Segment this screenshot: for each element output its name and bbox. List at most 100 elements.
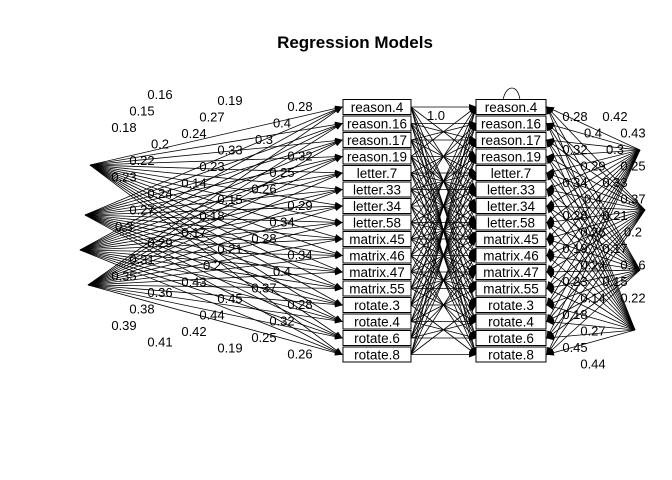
left-path-edge (89, 164, 343, 224)
left-path-edge (89, 137, 343, 166)
regression-edge (410, 106, 478, 355)
right-path-edge (546, 149, 641, 160)
left-edge-weight: 0.32 (287, 149, 312, 164)
right-edge-weight: 0.18 (562, 307, 587, 322)
right-path-edge (546, 149, 641, 339)
node-label: rotate.4 (488, 315, 534, 330)
node-label: rotate.6 (488, 331, 534, 346)
left-edge-weight: 0.4 (273, 264, 291, 279)
right-path-edge (546, 155, 636, 331)
right-edge-weight: 0.34 (562, 175, 587, 190)
left-node-reason-19: reason.19 (342, 148, 412, 165)
right-edge-weight: 0.15 (602, 274, 627, 289)
right-node-reason-4: reason.4 (475, 99, 547, 115)
left-edge-weight: 0.31 (129, 252, 154, 267)
left-edge-weight: 0.22 (129, 153, 154, 168)
left-edges (79, 105, 343, 356)
left-edge-weight: 0.14 (181, 176, 206, 191)
left-edge-weight: 0.37 (251, 281, 276, 296)
right-path-edge (546, 149, 641, 273)
right-path-edge (546, 106, 646, 211)
node-label: matrix.46 (349, 249, 405, 264)
node-label: letter.33 (487, 183, 535, 198)
right-path-edge (546, 188, 641, 271)
right-path-edge (546, 139, 641, 271)
left-node-column: reason.4reason.16reason.17reason.19lette… (342, 99, 412, 363)
left-path-edge (84, 214, 343, 226)
right-edge-weight: 0.4 (584, 126, 602, 141)
node-label: matrix.45 (349, 232, 405, 247)
right-path-edge (546, 122, 641, 271)
node-label: reason.16 (481, 117, 541, 132)
node-label: rotate.3 (354, 298, 400, 313)
left-edge-weight: 0.32 (269, 314, 294, 329)
left-edge-weight: 0.34 (287, 248, 312, 263)
node-label: matrix.46 (483, 249, 539, 264)
left-path-edge (79, 220, 343, 251)
right-edge-weight: 0.26 (580, 225, 605, 240)
node-label: letter.34 (487, 199, 536, 214)
right-path-edge (546, 149, 641, 290)
left-path-edge (84, 203, 343, 216)
left-path-edge (79, 172, 343, 251)
left-path-edge (84, 214, 343, 274)
node-label: reason.16 (347, 117, 407, 132)
left-edge-weight: 0.27 (199, 110, 224, 125)
left-path-edge (84, 187, 343, 216)
regression-edge (410, 205, 477, 355)
left-edge-weight: 0.27 (129, 203, 154, 218)
node-label: reason.4 (485, 100, 538, 115)
right-path-edge (546, 221, 636, 331)
right-path-edge (546, 149, 641, 240)
right-path-edge (546, 149, 641, 175)
left-path-edge (79, 249, 343, 355)
right-edge-weight: 0.23 (562, 274, 587, 289)
left-path-edge (89, 121, 343, 166)
left-node-rotate-6: rotate.6 (342, 330, 412, 346)
left-path-edge (87, 284, 343, 356)
right-path-edge (546, 149, 641, 306)
right-path-edge (546, 238, 641, 271)
right-path-edge (546, 149, 641, 190)
left-edge-weight: 0.19 (217, 341, 242, 356)
left-node-reason-16: reason.16 (342, 115, 412, 132)
left-path-edge (84, 139, 343, 216)
right-path-edge (546, 209, 646, 356)
right-node-rotate-4: rotate.4 (475, 313, 547, 330)
left-edge-weight: 0.2 (151, 137, 169, 152)
right-path-edge (546, 238, 636, 331)
right-edge-weight: 0.2 (624, 225, 642, 240)
left-edge-weight: 0.29 (287, 198, 312, 213)
left-edge-labels: 0.280.40.30.320.250.260.290.340.280.340.… (111, 87, 312, 362)
left-edge-weight: 0.36 (147, 285, 172, 300)
left-path-edge (79, 188, 343, 251)
left-edge-weight: 0.19 (217, 93, 242, 108)
right-path-edge (546, 122, 646, 211)
node-label: rotate.4 (354, 315, 400, 330)
node-label: rotate.3 (488, 298, 534, 313)
left-path-edge (79, 156, 343, 251)
left-edge-weight: 0.26 (251, 182, 276, 197)
node-box (342, 198, 412, 214)
node-box (342, 346, 412, 363)
right-path-edge (546, 149, 641, 257)
left-path-edge (84, 214, 343, 290)
right-node-reason-16: reason.16 (475, 115, 547, 132)
right-path-edge (546, 122, 641, 151)
right-path-edge (546, 209, 646, 306)
left-path-edge (84, 214, 343, 242)
left-edge-weight: 0.29 (147, 236, 172, 251)
right-path-edge (546, 329, 636, 341)
right-node-rotate-6: rotate.6 (475, 330, 547, 346)
right-path-edge (546, 172, 641, 271)
left-node-matrix-47: matrix.47 (342, 264, 412, 280)
center-edge-labels: 1.0 (427, 108, 445, 123)
right-path-edge (546, 288, 636, 331)
node-box (342, 247, 412, 264)
right-node-matrix-45: matrix.45 (475, 231, 547, 247)
left-path-edge (89, 164, 343, 356)
right-edge-weight: 0.27 (580, 324, 605, 339)
node-box (342, 330, 412, 346)
left-path-edge (79, 249, 343, 339)
right-node-matrix-55: matrix.55 (475, 280, 547, 297)
